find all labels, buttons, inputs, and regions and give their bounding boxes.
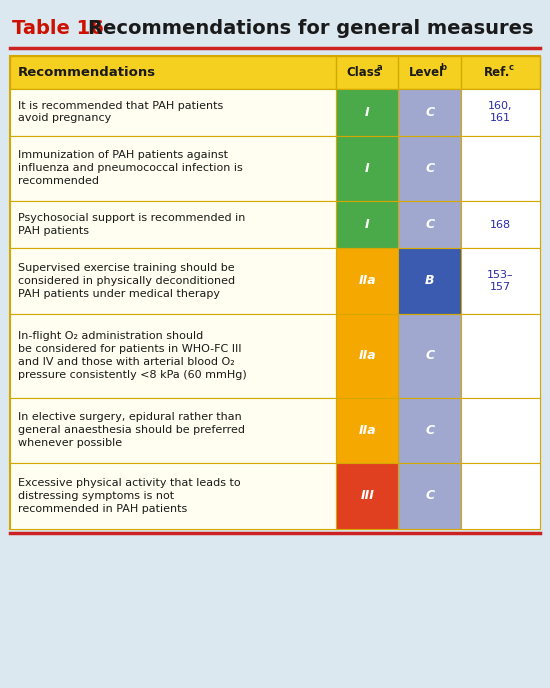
Text: In-flight O₂ administration should
be considered for patients in WHO-FC III
and : In-flight O₂ administration should be co… — [18, 332, 247, 380]
Text: IIa: IIa — [359, 424, 376, 437]
Text: IIa: IIa — [359, 349, 376, 362]
Bar — [461, 201, 540, 248]
Bar — [399, 201, 461, 248]
Bar — [461, 314, 540, 398]
Bar — [399, 314, 461, 398]
Text: C: C — [425, 218, 435, 231]
Text: Level: Level — [409, 66, 444, 78]
Bar — [10, 248, 336, 314]
Text: C: C — [425, 424, 435, 437]
Text: Recommendations: Recommendations — [18, 66, 156, 78]
Text: It is recommended that PAH patients
avoid pregnancy: It is recommended that PAH patients avoi… — [18, 100, 223, 123]
Bar — [10, 314, 336, 398]
Text: 168: 168 — [490, 219, 511, 230]
Text: Immunization of PAH patients against
influenza and pneumococcal infection is
rec: Immunization of PAH patients against inf… — [18, 151, 243, 186]
Bar — [399, 89, 461, 136]
Bar — [461, 136, 540, 201]
Bar — [399, 463, 461, 528]
Text: 160,
161: 160, 161 — [488, 101, 513, 122]
Text: Psychosocial support is recommended in
PAH patients: Psychosocial support is recommended in P… — [18, 213, 245, 236]
Bar — [10, 89, 336, 136]
Text: Class: Class — [347, 66, 382, 78]
Bar — [399, 398, 461, 463]
Bar — [10, 56, 540, 89]
Text: Supervised exercise training should be
considered in physically deconditioned
PA: Supervised exercise training should be c… — [18, 263, 235, 299]
Text: C: C — [425, 349, 435, 362]
Text: I: I — [365, 218, 370, 231]
Text: 153–
157: 153– 157 — [487, 270, 514, 292]
Text: Excessive physical activity that leads to
distressing symptoms is not
recommende: Excessive physical activity that leads t… — [18, 478, 241, 513]
Text: I: I — [365, 162, 370, 175]
Bar — [461, 248, 540, 314]
Bar — [336, 314, 399, 398]
Bar — [10, 56, 540, 528]
Text: Recommendations for general measures: Recommendations for general measures — [88, 19, 534, 38]
Bar — [399, 136, 461, 201]
Bar — [10, 463, 336, 528]
Bar — [399, 248, 461, 314]
Text: III: III — [360, 489, 374, 502]
Bar — [336, 136, 399, 201]
Text: b: b — [440, 63, 446, 72]
Bar — [336, 398, 399, 463]
Text: c: c — [509, 63, 514, 72]
Text: IIa: IIa — [359, 275, 376, 288]
Bar — [336, 89, 399, 136]
Text: In elective surgery, epidural rather than
general anaesthesia should be preferre: In elective surgery, epidural rather tha… — [18, 412, 245, 448]
Bar — [336, 463, 399, 528]
Text: C: C — [425, 489, 435, 502]
Bar — [10, 201, 336, 248]
Text: B: B — [425, 275, 435, 288]
Bar — [336, 201, 399, 248]
Text: C: C — [425, 105, 435, 118]
Bar — [461, 463, 540, 528]
Text: Ref.: Ref. — [485, 66, 511, 78]
Text: C: C — [425, 162, 435, 175]
Bar — [461, 398, 540, 463]
Bar — [10, 136, 336, 201]
Bar — [336, 248, 399, 314]
Text: I: I — [365, 105, 370, 118]
Text: Table 16: Table 16 — [12, 19, 104, 38]
Text: a: a — [376, 63, 382, 72]
Bar — [461, 89, 540, 136]
Bar — [10, 398, 336, 463]
